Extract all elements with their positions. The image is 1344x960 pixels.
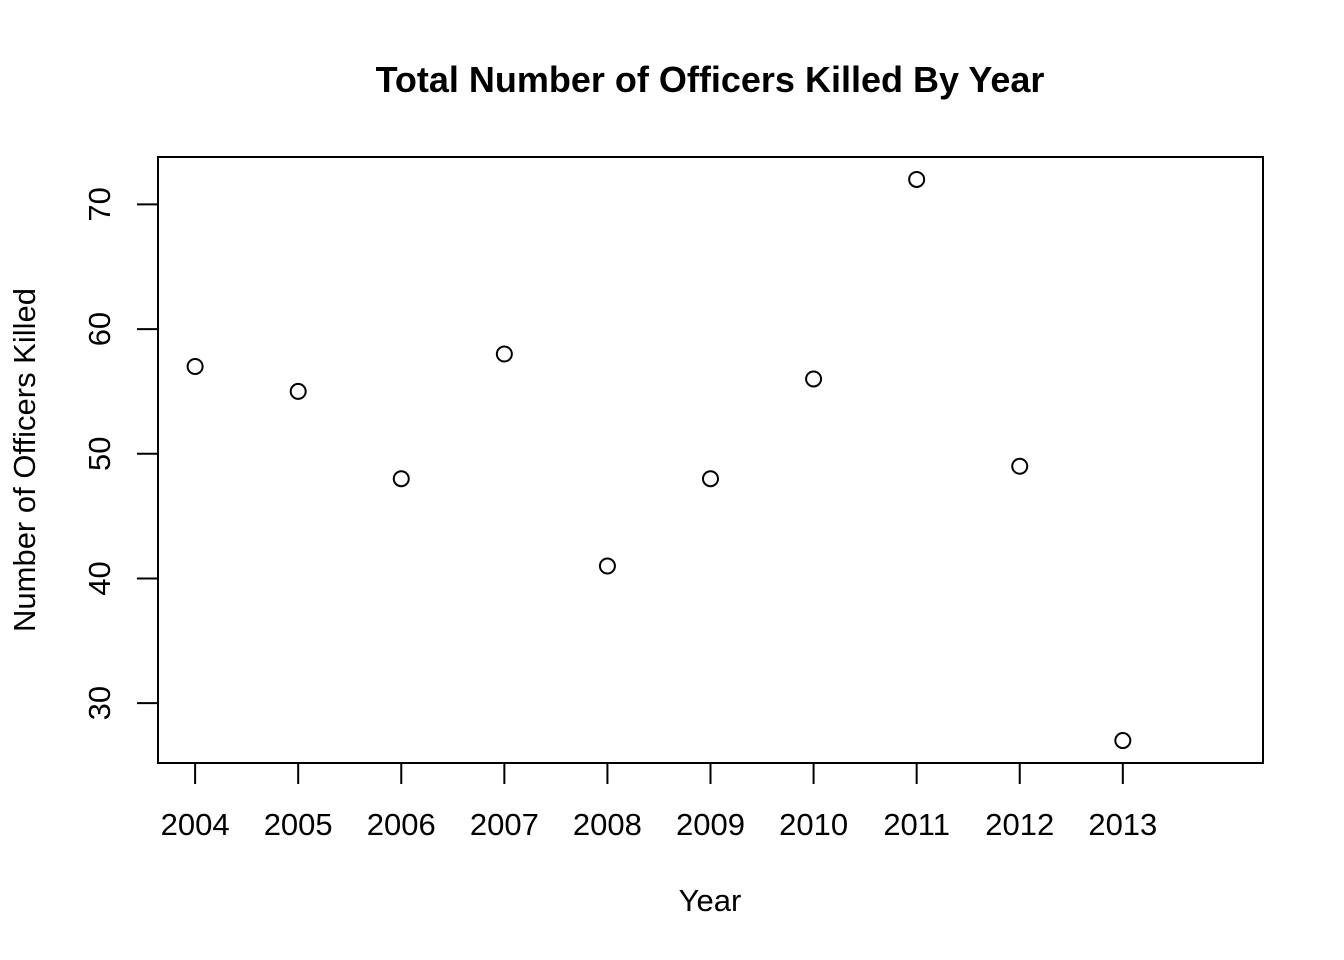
data-point bbox=[1011, 457, 1029, 475]
x-tick-label: 2008 bbox=[573, 807, 642, 842]
x-tick-label: 2009 bbox=[676, 807, 745, 842]
x-tick-label: 2004 bbox=[161, 807, 230, 842]
y-tick-label: 70 bbox=[82, 187, 117, 221]
plot-frame bbox=[157, 156, 1264, 764]
data-point bbox=[186, 357, 204, 375]
data-point bbox=[289, 382, 307, 400]
x-tick-label: 2013 bbox=[1088, 807, 1157, 842]
data-point bbox=[495, 345, 513, 363]
y-axis-label: Number of Officers Killed bbox=[7, 288, 42, 632]
data-point bbox=[908, 170, 926, 188]
x-axis-label: Year bbox=[679, 883, 742, 918]
x-tick-label: 2007 bbox=[470, 807, 539, 842]
data-point bbox=[598, 557, 616, 575]
x-axis: 2004 2005 2006 2007 2008 2009 2010 2011 2012 2013 bbox=[161, 762, 1157, 842]
data-points bbox=[186, 170, 1132, 750]
y-tick-label: 40 bbox=[82, 561, 117, 595]
data-point bbox=[1114, 732, 1132, 750]
y-axis: 30 40 50 60 70 bbox=[82, 187, 159, 720]
chart-title: Total Number of Officers Killed By Year bbox=[376, 59, 1045, 100]
y-tick-label: 50 bbox=[82, 437, 117, 471]
data-point bbox=[392, 470, 410, 488]
data-point bbox=[702, 470, 719, 488]
x-tick-label: 2005 bbox=[264, 807, 333, 842]
x-tick-label: 2012 bbox=[985, 807, 1054, 842]
y-tick-label: 30 bbox=[82, 686, 117, 720]
x-tick-label: 2011 bbox=[883, 807, 950, 842]
x-tick-label: 2006 bbox=[367, 807, 436, 842]
y-tick-label: 60 bbox=[82, 312, 117, 346]
data-point bbox=[805, 370, 823, 388]
x-tick-label: 2010 bbox=[779, 807, 848, 842]
